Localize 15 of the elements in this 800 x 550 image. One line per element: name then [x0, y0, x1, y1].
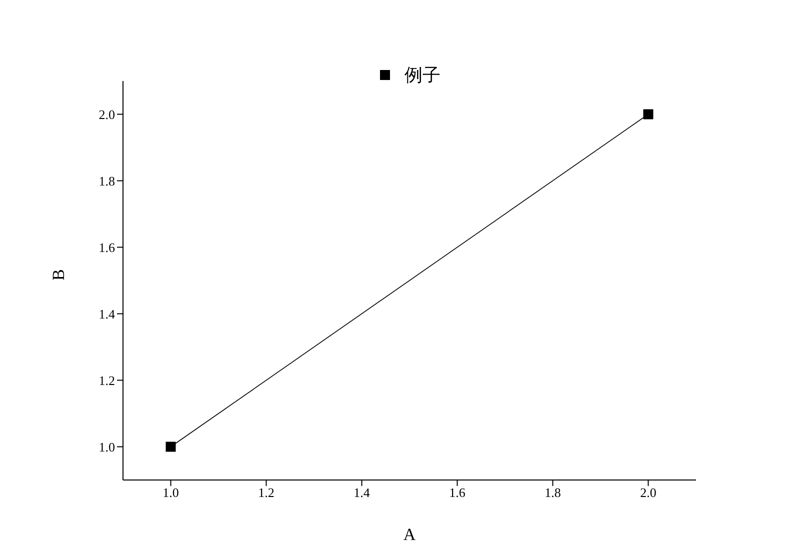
x-tick-label: 1.2 — [258, 485, 274, 500]
y-tick-label: 1.0 — [98, 439, 115, 454]
x-tick-label: 1.0 — [162, 485, 179, 500]
y-tick-label: 1.6 — [98, 240, 116, 255]
y-tick-label: 2.0 — [98, 106, 115, 122]
x-tick-label: 1.6 — [449, 485, 466, 500]
x-axis-title: A — [403, 525, 416, 544]
y-axis-title: B — [49, 269, 68, 280]
y-tick-label: 1.8 — [98, 173, 115, 188]
x-tick-label: 2.0 — [640, 485, 656, 500]
y-tick-label: 1.2 — [98, 372, 115, 388]
legend-label: 例子 — [404, 64, 440, 87]
x-tick-label: 1.8 — [544, 485, 561, 500]
x-tick-label: 1.4 — [354, 485, 370, 500]
y-tick-label: 1.4 — [98, 306, 116, 322]
